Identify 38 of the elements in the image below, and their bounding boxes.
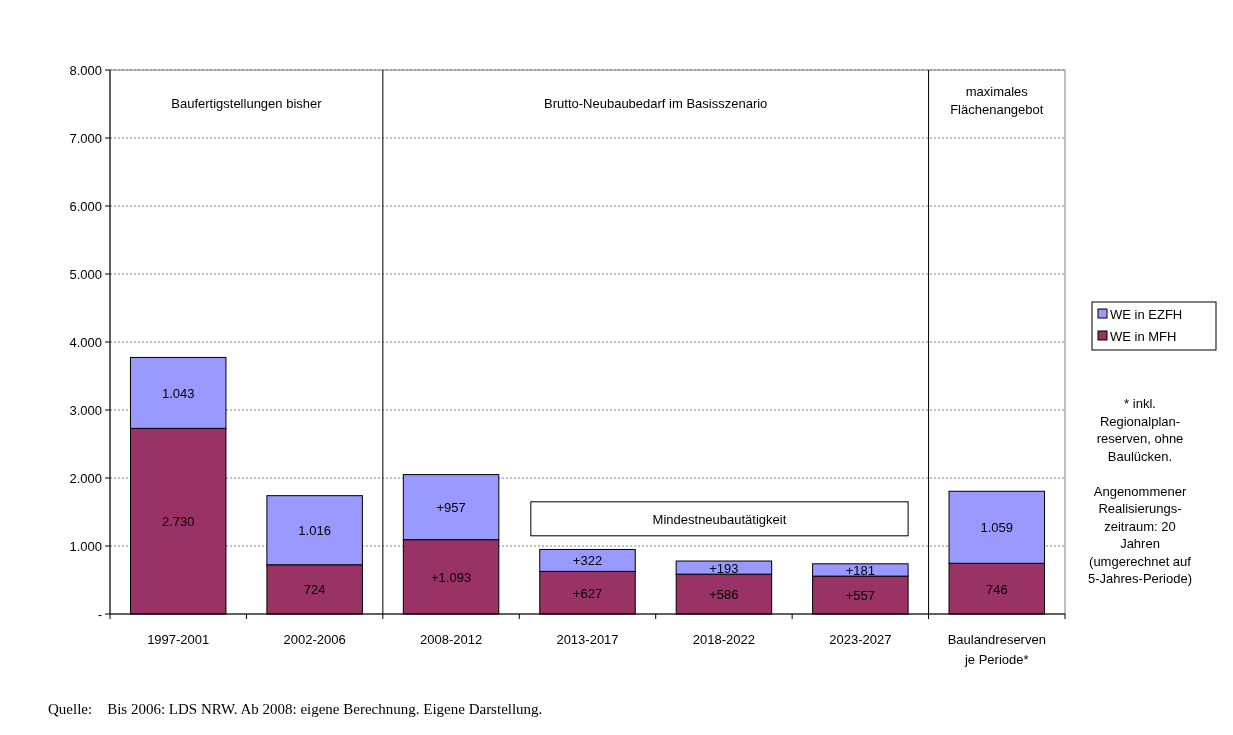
data-label: 1.043 xyxy=(161,385,195,401)
data-label: +557 xyxy=(845,588,876,604)
y-tick-label: 1.000 xyxy=(69,539,102,554)
text: * inkl. Regionalplan- reserven, ohne Baulücken. Angenommener Realisierungs- zeitraum: 20 Jahren (umgerechnet auf 5-Jahres-Periode) xyxy=(1087,396,1193,586)
y-tick-label: 8.000 xyxy=(69,63,102,78)
data-label: 724 xyxy=(303,582,326,598)
annotation: Brutto-Neubaubedarf im Basisszenario xyxy=(544,96,768,111)
data-label: +322 xyxy=(572,553,603,569)
y-tick-label: - xyxy=(97,607,102,622)
annotation: maximales Flächenangebot xyxy=(950,84,1044,117)
data-label: 1.059 xyxy=(980,520,1014,536)
y-tick-label: 4.000 xyxy=(69,335,102,350)
y-tick-label: 6.000 xyxy=(69,199,102,214)
source-note: Quelle: Bis 2006: LDS NRW. Ab 2008: eigene Berechnung. Eigene Darstellung. xyxy=(48,701,543,717)
y-tick-label: 5.000 xyxy=(69,267,102,282)
data-label: +627 xyxy=(572,585,603,601)
data-label: +957 xyxy=(436,500,466,516)
data-label: +1.093 xyxy=(431,569,472,585)
x-tick-label: 1997-2001 xyxy=(147,632,210,647)
data-label: 1.016 xyxy=(298,523,331,539)
x-tick-label: 2008-2012 xyxy=(419,632,483,647)
legend-label: WE in MFH xyxy=(1110,329,1177,344)
y-tick-label: 2.000 xyxy=(69,471,102,486)
annotation: Mindestneubautätigkeit xyxy=(652,511,787,527)
legend-label: WE in EZFH xyxy=(1110,307,1183,322)
data-label: +193 xyxy=(709,560,739,576)
data-label: 2.730 xyxy=(161,514,195,530)
x-tick-label: Baulandreserven je Periode* xyxy=(947,632,1046,667)
annotation: Baufertigstellungen bisher xyxy=(171,96,323,111)
data-label: +586 xyxy=(709,587,739,603)
x-tick-label: 2018-2022 xyxy=(692,632,756,647)
y-tick-label: 7.000 xyxy=(69,131,102,146)
x-tick-label: 2002-2006 xyxy=(283,632,346,647)
data-label: 746 xyxy=(985,581,1008,597)
x-tick-label: 2023-2027 xyxy=(829,632,892,647)
y-tick-label: 3.000 xyxy=(69,403,102,418)
data-label: +181 xyxy=(845,562,876,578)
x-tick-label: 2013-2017 xyxy=(556,632,619,647)
